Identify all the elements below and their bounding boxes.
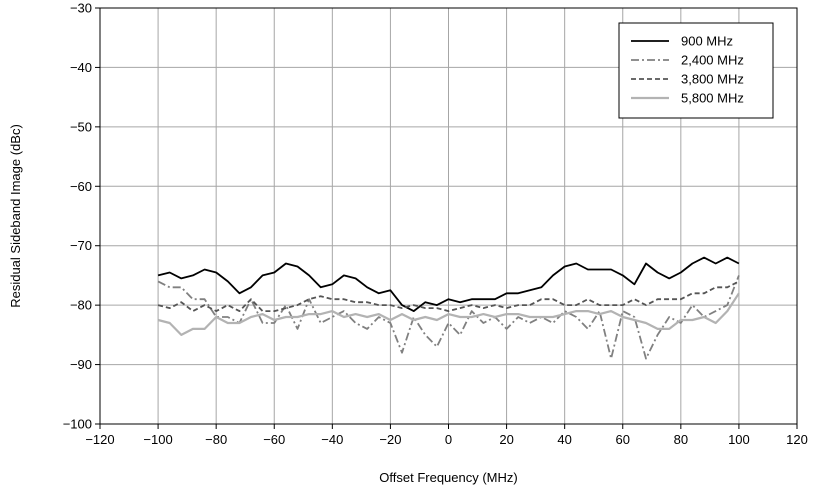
x-tick-label: 120 bbox=[786, 432, 808, 447]
y-tick-label: −50 bbox=[70, 119, 92, 134]
legend-label-4: 5,800 MHz bbox=[681, 91, 744, 106]
x-tick-label: −80 bbox=[205, 432, 227, 447]
series-line-2 bbox=[157, 275, 740, 360]
series-line-1 bbox=[157, 256, 740, 313]
legend-box bbox=[618, 22, 774, 119]
y-axis-title: Residual Sideband Image (dBc) bbox=[8, 124, 23, 308]
legend-label-1: 900 MHz bbox=[681, 34, 733, 49]
series-line-3 bbox=[157, 280, 740, 313]
y-tick-label: −40 bbox=[70, 60, 92, 75]
series-line-4 bbox=[157, 292, 740, 336]
x-tick-label: −20 bbox=[379, 432, 401, 447]
y-tick-label: −30 bbox=[70, 1, 92, 16]
y-axis-ticks: −100 −90 −80 −70 −60 −50 −40 −30 bbox=[63, 1, 100, 432]
x-tick-label: 60 bbox=[616, 432, 630, 447]
x-axis-title: Offset Frequency (MHz) bbox=[379, 470, 517, 485]
x-tick-label: −100 bbox=[143, 432, 172, 447]
x-tick-label: −60 bbox=[263, 432, 285, 447]
legend-label-2: 2,400 MHz bbox=[681, 53, 744, 68]
x-tick-label: −120 bbox=[85, 432, 114, 447]
x-tick-label: 20 bbox=[499, 432, 513, 447]
x-tick-label: 0 bbox=[445, 432, 452, 447]
y-tick-label: −70 bbox=[70, 238, 92, 253]
x-tick-label: −40 bbox=[321, 432, 343, 447]
x-tick-label: 80 bbox=[674, 432, 688, 447]
legend: 900 MHz 2,400 MHz 3,800 MHz 5,800 MHz bbox=[618, 22, 774, 119]
x-tick-label: 40 bbox=[557, 432, 571, 447]
x-axis-ticks: −120 −100 −80 −60 −40 −20 0 20 40 60 80 100 120 bbox=[85, 424, 808, 447]
legend-label-3: 3,800 MHz bbox=[681, 72, 744, 87]
series-lines bbox=[157, 256, 740, 360]
y-tick-label: −80 bbox=[70, 298, 92, 313]
y-tick-label: −90 bbox=[70, 357, 92, 372]
x-tick-label: 100 bbox=[728, 432, 750, 447]
y-tick-label: −100 bbox=[63, 417, 92, 432]
y-tick-label: −60 bbox=[70, 179, 92, 194]
